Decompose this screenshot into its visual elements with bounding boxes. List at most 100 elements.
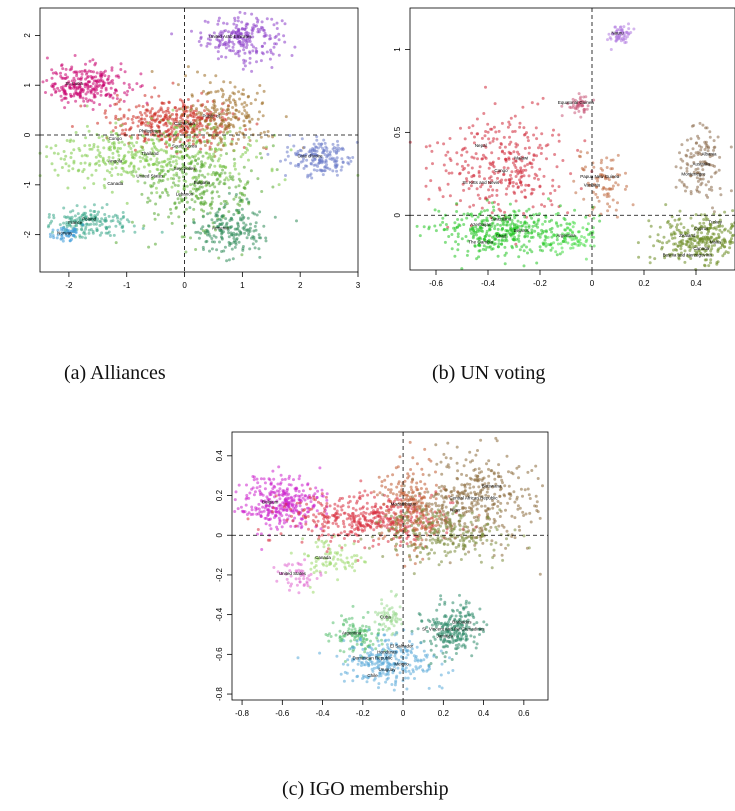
data-point: [502, 135, 506, 139]
data-point: [680, 143, 684, 147]
data-point: [268, 538, 272, 542]
data-point: [237, 483, 241, 487]
country-label: United States: [136, 173, 164, 178]
data-point: [503, 262, 507, 266]
data-point: [609, 37, 613, 41]
data-point: [168, 135, 172, 139]
data-point: [223, 182, 227, 186]
data-point: [218, 222, 222, 226]
data-point: [696, 241, 700, 245]
data-point: [467, 550, 471, 554]
data-point: [106, 159, 110, 163]
data-point: [475, 525, 479, 529]
data-point: [409, 485, 413, 489]
data-point: [90, 173, 94, 177]
data-point: [219, 112, 223, 116]
data-point: [709, 223, 713, 227]
data-point: [70, 83, 74, 87]
data-point: [679, 251, 683, 255]
data-point: [606, 209, 610, 213]
data-point: [726, 229, 730, 233]
data-point: [544, 144, 548, 148]
data-point: [128, 86, 132, 89]
data-point: [518, 121, 522, 125]
data-point: [248, 61, 252, 65]
data-point: [331, 521, 335, 525]
data-point: [278, 503, 282, 507]
data-point: [219, 171, 223, 175]
data-point: [724, 240, 727, 244]
data-point: [225, 225, 229, 229]
data-point: [259, 236, 263, 240]
data-point: [236, 37, 240, 41]
data-point: [419, 519, 422, 523]
data-point: [521, 494, 524, 498]
data-point: [486, 122, 490, 126]
data-point: [264, 504, 268, 508]
data-point: [320, 492, 324, 496]
data-point: [559, 242, 563, 246]
data-point: [333, 159, 337, 163]
data-point: [214, 214, 218, 218]
data-point: [429, 179, 433, 183]
data-point: [482, 486, 486, 490]
data-point: [196, 70, 199, 74]
data-point: [107, 214, 111, 218]
data-point: [269, 37, 273, 40]
data-point: [259, 135, 263, 139]
data-point: [84, 225, 88, 229]
data-point: [289, 507, 293, 511]
data-point: [210, 247, 214, 251]
data-point: [241, 152, 245, 156]
data-point: [143, 137, 147, 141]
data-point: [571, 246, 575, 250]
data-point: [435, 518, 439, 521]
data-point: [487, 474, 491, 478]
data-point: [234, 115, 238, 119]
data-point: [286, 154, 290, 158]
data-point: [252, 45, 255, 49]
data-point: [102, 71, 106, 75]
data-point: [56, 86, 60, 90]
data-point: [363, 546, 367, 550]
data-point: [96, 148, 100, 152]
data-point: [243, 101, 247, 105]
data-point: [233, 167, 237, 171]
data-point: [372, 539, 375, 542]
data-point: [692, 239, 696, 243]
data-point: [235, 34, 239, 38]
data-point: [364, 511, 368, 515]
data-point: [275, 499, 279, 503]
data-point: [516, 504, 520, 508]
data-point: [573, 234, 577, 238]
data-point: [70, 220, 74, 224]
data-point: [482, 112, 486, 115]
data-point: [269, 481, 273, 485]
country-label: St. Kitts and Nevis: [462, 180, 500, 185]
data-point: [336, 524, 340, 528]
data-point: [167, 215, 171, 219]
data-point: [118, 222, 122, 226]
data-point: [170, 32, 174, 36]
data-point: [371, 511, 375, 515]
data-point: [550, 203, 554, 207]
data-point: [672, 230, 676, 234]
data-point: [541, 96, 545, 100]
data-point: [225, 109, 229, 113]
data-point: [479, 185, 483, 189]
data-point: [189, 183, 193, 187]
data-point: [94, 75, 98, 79]
data-point: [425, 507, 429, 511]
data-point: [227, 124, 230, 128]
data-point: [690, 233, 694, 237]
data-point: [472, 468, 476, 472]
data-point: [283, 178, 287, 182]
data-point: [709, 240, 713, 244]
data-point: [68, 216, 72, 220]
data-point: [566, 102, 570, 106]
data-point: [152, 142, 156, 146]
data-point: [266, 511, 270, 515]
data-point: [362, 510, 366, 514]
data-point: [430, 149, 434, 153]
data-point: [447, 494, 451, 498]
